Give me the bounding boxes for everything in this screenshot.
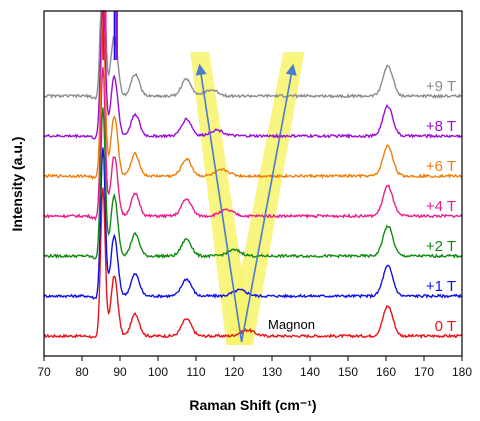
spectra-traces xyxy=(43,10,463,339)
series-label: +9 T xyxy=(426,78,456,95)
x-tick-label: 120 xyxy=(224,365,244,379)
arrow-left xyxy=(195,63,243,343)
y-axis-title: Intensity (a.u.) xyxy=(9,137,25,232)
highlight-band-left xyxy=(190,52,253,345)
series-label: +6 T xyxy=(426,158,456,175)
x-tick-label: 80 xyxy=(75,365,89,379)
highlight-band-right xyxy=(226,52,305,345)
trace-2TT xyxy=(43,107,463,260)
annotation-magnon: Magnon xyxy=(268,317,315,332)
x-tick-label: 70 xyxy=(37,365,51,379)
trace-6TT xyxy=(43,27,463,180)
series-labels: 0 T +1 T +2 T +4 T +6 T +8 T +9 T xyxy=(426,78,456,335)
plot-frame xyxy=(43,10,463,357)
trace-4TT xyxy=(43,67,463,222)
series-label: +2 T xyxy=(426,238,456,255)
magnon-highlight-bands xyxy=(190,52,305,345)
x-tick-label: 160 xyxy=(376,365,396,379)
x-tick-label: 140 xyxy=(300,365,320,379)
arrow-right xyxy=(240,63,297,343)
clipped-peak-lines xyxy=(102,11,118,60)
x-tick-label: 100 xyxy=(148,365,168,379)
x-tick-label: 150 xyxy=(338,365,358,379)
series-label: +1 T xyxy=(426,278,456,295)
x-tick-label: 170 xyxy=(414,365,434,379)
x-tick-label: 110 xyxy=(186,365,205,379)
trace-8TT xyxy=(43,10,463,140)
series-label: +4 T xyxy=(426,198,456,215)
trace-1TT xyxy=(43,147,463,301)
trace-0TT xyxy=(43,187,463,339)
series-label: +8 T xyxy=(426,118,456,135)
magnon-arrows xyxy=(195,63,297,343)
x-tick-label: 180 xyxy=(452,365,472,379)
x-tick-label: 130 xyxy=(262,365,282,379)
x-axis: 70 80 90 100 110 120 130 140 150 160 170 180 xyxy=(37,356,472,379)
x-tick-label: 90 xyxy=(113,365,127,379)
trace-9TT xyxy=(43,10,463,101)
series-label: 0 T xyxy=(435,318,456,335)
x-axis-title: Raman Shift (cm⁻¹) xyxy=(189,397,316,413)
